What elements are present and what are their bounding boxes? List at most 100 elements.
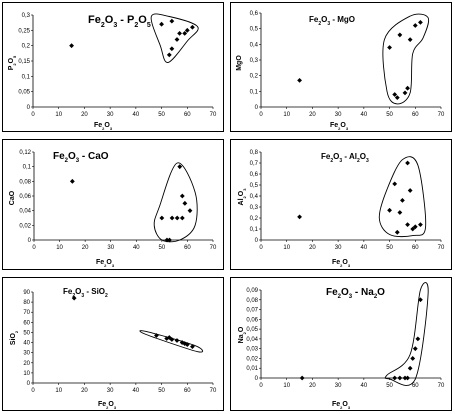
subscript: 2 (330, 158, 333, 164)
label-part: O (377, 287, 385, 298)
y-tick-label: 10 (23, 371, 30, 377)
x-tick-label: 70 (210, 388, 217, 394)
chart-fe2o3-p2o5: 00,050,10,150,20,250,30 10 20 30 40 50 60 70Fe2… (8, 13, 217, 131)
label-part: Fe (326, 287, 338, 298)
data-point (179, 193, 185, 199)
y-tick-label: 0,2 (250, 74, 259, 80)
panel-fe2o3-mgo: 0 0,1 0,2 0,3 0,4 0,5 0,6 0 10 20 30 40 50 60 70 Fe2O3 … (230, 2, 452, 132)
subscript: 3 (327, 21, 330, 27)
y-tick-label: 0,2 (250, 216, 259, 222)
y-axis-label: Na2O (238, 326, 247, 343)
data-point (71, 295, 77, 301)
data-point (415, 336, 421, 342)
x-tick-label: 70 (438, 112, 445, 118)
y-tick-label: 0,09 (246, 288, 258, 294)
y-tick-label: 40 (23, 341, 30, 347)
subscript: 2 (105, 293, 108, 299)
data-point (177, 31, 182, 36)
data-point (169, 18, 175, 24)
x-tick-label: 60 (184, 388, 191, 394)
x-tick-label: 30 (107, 388, 114, 394)
data-point (405, 222, 410, 227)
x-axis-label: Fe2O3 (98, 401, 117, 410)
x-tick-label: 40 (361, 112, 368, 118)
label-part: Fe (63, 287, 73, 296)
label-part: O (75, 287, 81, 296)
x-tick-label: 20 (81, 112, 88, 118)
x-tick-label: 0 (259, 245, 263, 251)
y-tick-label: 0,01 (246, 366, 258, 372)
y-tick-label: 0,06 (246, 317, 258, 323)
x-tick-label: 10 (55, 112, 62, 118)
y-tick-label: 0,7 (250, 161, 259, 167)
x-tick-label: 20 (309, 245, 316, 251)
x-tick-label: 0 (31, 112, 35, 118)
x-tick-label: 40 (361, 245, 368, 251)
y-tick-label: 0,05 (18, 90, 30, 96)
x-tick-label: 60 (412, 383, 419, 389)
panel-title: Fe2O3 - SiO2 (63, 287, 108, 299)
y-tick-label: 0,12 (19, 150, 31, 156)
x-tick-label: 30 (335, 245, 342, 251)
x-tick-label: 20 (82, 245, 89, 251)
y-tick-label: 30 (23, 351, 30, 357)
y-tick-label: 0,02 (246, 356, 258, 362)
x-tick-label: 60 (412, 112, 419, 118)
y-tick-label: 20 (23, 361, 30, 367)
label-part: O (342, 401, 348, 408)
label-part: - Na (352, 287, 374, 298)
data-point (297, 214, 302, 220)
y-tick-label: 0,06 (19, 194, 31, 200)
y-axis-label: P2O5 (8, 55, 17, 70)
y-tick-label: 0,4 (250, 194, 259, 200)
y-tick-label: 0,5 (250, 183, 259, 189)
subscript: 2 (242, 195, 247, 198)
y-tick-label: 0 (255, 105, 259, 111)
x-tick-label: 60 (184, 245, 191, 251)
y-tick-label: 0,8 (250, 150, 259, 156)
x-tick-label: 40 (133, 112, 140, 118)
x-tick-label: 40 (133, 388, 140, 394)
y-axis-label: SiO2 (10, 330, 19, 345)
y-tick-label: 0,6 (250, 11, 259, 17)
group-envelope (384, 282, 429, 386)
label-part: O (68, 151, 76, 162)
label-part: Fe (94, 122, 102, 129)
y-tick-label: 0 (27, 105, 31, 111)
x-tick-label: 50 (386, 245, 393, 251)
subscript: 2 (374, 294, 378, 300)
data-point (184, 342, 190, 347)
label-part: Fe (96, 259, 104, 266)
x-tick-label: 50 (386, 383, 393, 389)
data-point (412, 346, 418, 352)
subscript: 3 (346, 126, 349, 131)
y-tick-label: 0,2 (22, 44, 31, 50)
y-axis-label: MgO (236, 55, 243, 71)
data-point (182, 341, 188, 346)
x-tick-label: 20 (309, 383, 316, 389)
x-axis-label: Fe2O3 (330, 122, 349, 131)
x-tick-label: 10 (55, 388, 62, 394)
label-part: Fe (321, 152, 331, 161)
data-point (159, 215, 165, 221)
label-part: O (333, 152, 339, 161)
subscript: 2 (14, 330, 19, 333)
subscript: 3 (339, 158, 342, 164)
label-part: Fe (88, 14, 101, 26)
panel-fe2o3-al2o3: 0 0,1 0,2 0,3 0,4 0,5 0,6 0,7 0,8 0 10 20 30 40 50 60 70… (230, 139, 452, 270)
y-tick-label: 50 (23, 330, 30, 336)
x-tick-label: 10 (56, 245, 63, 251)
y-tick-label: 0,03 (246, 347, 258, 353)
data-point (392, 181, 398, 187)
data-point (392, 375, 398, 381)
label-part: Fe (98, 401, 106, 408)
group-envelope (153, 162, 198, 243)
chart-fe2o3-al2o3: 0 0,1 0,2 0,3 0,4 0,5 0,6 0,7 0,8 0 10 20 30 40 50 60 70… (238, 150, 445, 268)
subscript: 3 (348, 405, 351, 410)
label-part: Na (238, 334, 245, 343)
y-tick-label: 0,6 (250, 172, 259, 178)
data-point (167, 237, 172, 243)
data-point (297, 77, 302, 83)
subscript: 3 (112, 263, 115, 268)
